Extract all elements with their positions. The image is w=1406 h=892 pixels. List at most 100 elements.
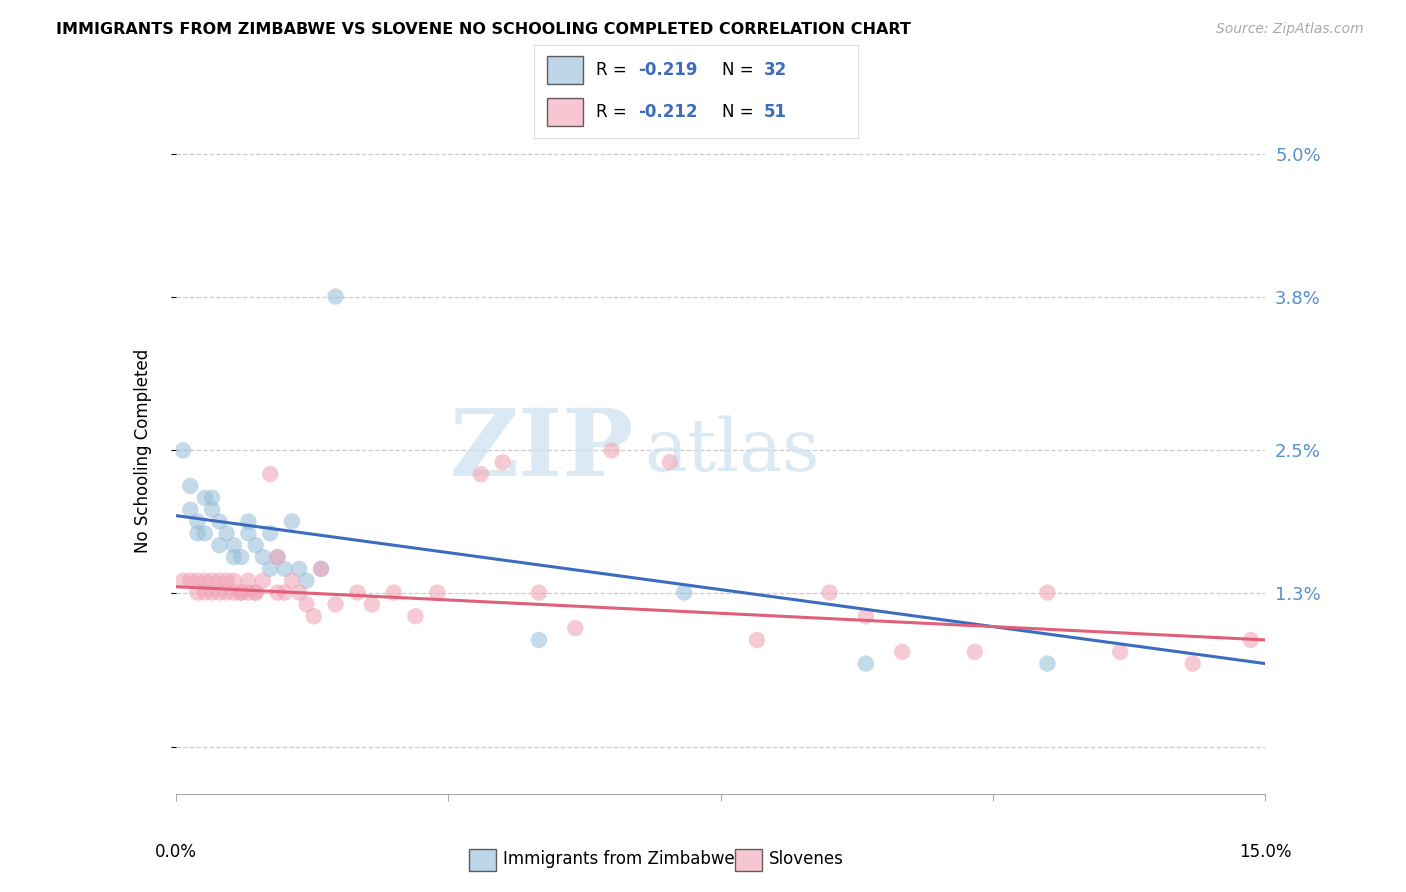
FancyBboxPatch shape [470, 849, 496, 871]
Point [201, 491, 224, 505]
Point [360, 598, 382, 612]
Point [600, 443, 623, 458]
Point [222, 574, 245, 588]
Point [527, 632, 550, 647]
Point [527, 585, 550, 599]
Point [325, 289, 347, 303]
Point [274, 585, 297, 599]
Text: -0.219: -0.219 [638, 61, 697, 78]
FancyBboxPatch shape [734, 849, 762, 871]
Text: -0.212: -0.212 [638, 103, 697, 121]
Text: IMMIGRANTS FROM ZIMBABWE VS SLOVENE NO SCHOOLING COMPLETED CORRELATION CHART: IMMIGRANTS FROM ZIMBABWE VS SLOVENE NO S… [56, 22, 911, 37]
Point [492, 455, 515, 469]
Point [281, 574, 304, 588]
Point [215, 574, 238, 588]
Point [288, 562, 311, 576]
Point [172, 443, 194, 458]
Text: atlas: atlas [644, 415, 820, 486]
Point [470, 467, 492, 482]
Point [208, 574, 231, 588]
Point [194, 491, 217, 505]
Point [245, 585, 267, 599]
Point [215, 526, 238, 541]
Point [231, 549, 253, 564]
Point [673, 585, 696, 599]
Point [564, 621, 586, 635]
Text: 32: 32 [763, 61, 787, 78]
Text: R =: R = [596, 61, 631, 78]
Point [186, 526, 209, 541]
FancyBboxPatch shape [547, 56, 582, 84]
Point [231, 585, 253, 599]
Point [201, 585, 224, 599]
Text: ZIP: ZIP [449, 406, 633, 495]
Point [745, 632, 768, 647]
Point [222, 585, 245, 599]
Y-axis label: No Schooling Completed: No Schooling Completed [134, 349, 152, 552]
Point [259, 467, 281, 482]
Point [266, 549, 288, 564]
Point [259, 526, 281, 541]
Point [963, 645, 986, 659]
Point [179, 574, 201, 588]
Point [266, 549, 288, 564]
Point [281, 515, 304, 529]
Point [245, 538, 267, 552]
Point [222, 538, 245, 552]
Point [266, 585, 288, 599]
Point [818, 585, 841, 599]
Point [194, 526, 217, 541]
Point [1240, 632, 1263, 647]
Text: 51: 51 [763, 103, 787, 121]
Text: Slovenes: Slovenes [769, 849, 844, 868]
Point [208, 515, 231, 529]
Point [658, 455, 681, 469]
Point [382, 585, 405, 599]
Point [1036, 585, 1059, 599]
Point [1181, 657, 1204, 671]
Text: Source: ZipAtlas.com: Source: ZipAtlas.com [1216, 22, 1364, 37]
Point [208, 538, 231, 552]
Text: N =: N = [721, 61, 759, 78]
Point [274, 562, 297, 576]
Point [891, 645, 914, 659]
Point [208, 585, 231, 599]
Point [179, 479, 201, 493]
Point [855, 609, 877, 624]
Point [295, 598, 318, 612]
Point [426, 585, 449, 599]
Point [238, 585, 260, 599]
Point [346, 585, 368, 599]
Point [186, 574, 209, 588]
Point [252, 549, 274, 564]
Point [302, 609, 325, 624]
Point [186, 585, 209, 599]
Text: 15.0%: 15.0% [1239, 843, 1292, 861]
Point [186, 515, 209, 529]
Point [1036, 657, 1059, 671]
Point [201, 574, 224, 588]
Point [295, 574, 318, 588]
Point [1109, 645, 1132, 659]
Point [222, 549, 245, 564]
Point [238, 574, 260, 588]
Text: R =: R = [596, 103, 631, 121]
Point [288, 585, 311, 599]
Point [252, 574, 274, 588]
Point [231, 585, 253, 599]
Point [325, 598, 347, 612]
Point [194, 574, 217, 588]
Text: 0.0%: 0.0% [155, 843, 197, 861]
Point [201, 502, 224, 516]
Point [259, 562, 281, 576]
Point [194, 585, 217, 599]
Point [179, 502, 201, 516]
Point [172, 574, 194, 588]
Point [405, 609, 427, 624]
Point [309, 562, 332, 576]
Point [245, 585, 267, 599]
Point [215, 585, 238, 599]
Point [238, 515, 260, 529]
Point [309, 562, 332, 576]
Text: Immigrants from Zimbabwe: Immigrants from Zimbabwe [503, 849, 735, 868]
